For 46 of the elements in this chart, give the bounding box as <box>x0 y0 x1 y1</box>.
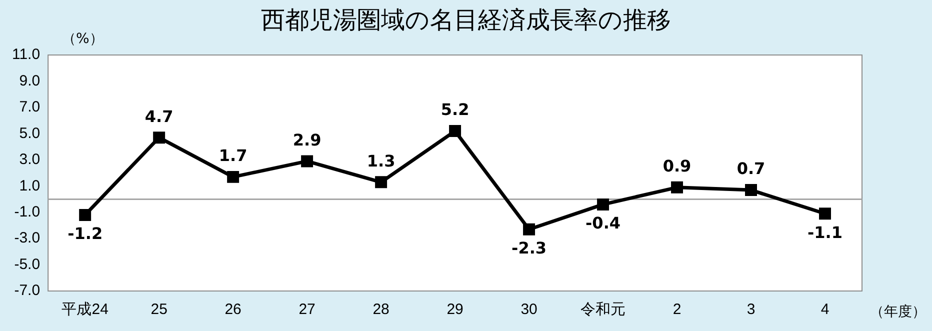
y-tick-label: 3.0 <box>19 151 40 168</box>
y-tick-label: -7.0 <box>14 282 40 300</box>
y-tick-label: -3.0 <box>14 230 40 247</box>
x-tick-label: 26 <box>224 301 242 318</box>
data-label: -1.1 <box>808 222 842 242</box>
data-label: -2.3 <box>512 238 547 258</box>
x-tick-label: 4 <box>820 301 830 318</box>
data-label: 4.7 <box>144 106 174 126</box>
x-tick-label: 29 <box>446 301 464 318</box>
y-tick-label: 9.0 <box>19 72 40 90</box>
data-label: -1.2 <box>68 224 103 244</box>
data-label: 0.7 <box>736 159 766 178</box>
data-label: 1.7 <box>218 146 248 166</box>
data-label: 0.9 <box>662 156 692 176</box>
y-tick-label: 7.0 <box>19 98 40 116</box>
point <box>597 198 610 210</box>
point <box>449 125 462 138</box>
point <box>301 155 314 168</box>
x-tick-label: 令和元 <box>580 301 626 318</box>
data-label: -0.4 <box>586 214 621 233</box>
x-tick-label: 2 <box>672 301 682 318</box>
point <box>523 223 536 236</box>
x-tick-label: 25 <box>150 301 168 318</box>
x-tick-label: 3 <box>746 301 756 318</box>
point <box>153 132 166 144</box>
point <box>79 208 92 221</box>
chart-title: 西都児湯圏域の名目経済成長率の推移 <box>261 6 671 34</box>
x-tick-label: 28 <box>372 301 390 318</box>
data-label: 2.9 <box>292 130 322 150</box>
y-tick-label: -5.0 <box>14 256 40 273</box>
y-axis-title: （%） <box>62 30 104 48</box>
y-tick-label: 11.0 <box>12 46 40 64</box>
y-tick-label: -1.0 <box>14 203 40 220</box>
point <box>227 170 240 183</box>
x-tick-label: 27 <box>298 301 316 318</box>
x-tick-label: 30 <box>520 301 538 318</box>
x-axis-title: （年度） <box>870 303 926 321</box>
data-label: 1.3 <box>366 151 396 170</box>
y-tick-label: 1.0 <box>19 177 40 194</box>
point <box>671 181 684 194</box>
y-tick-label: 5.0 <box>19 124 40 142</box>
point <box>375 176 388 188</box>
point <box>819 208 831 220</box>
data-label: 5.2 <box>440 100 470 120</box>
x-tick-label: 平成24 <box>62 301 108 318</box>
point <box>745 184 758 196</box>
